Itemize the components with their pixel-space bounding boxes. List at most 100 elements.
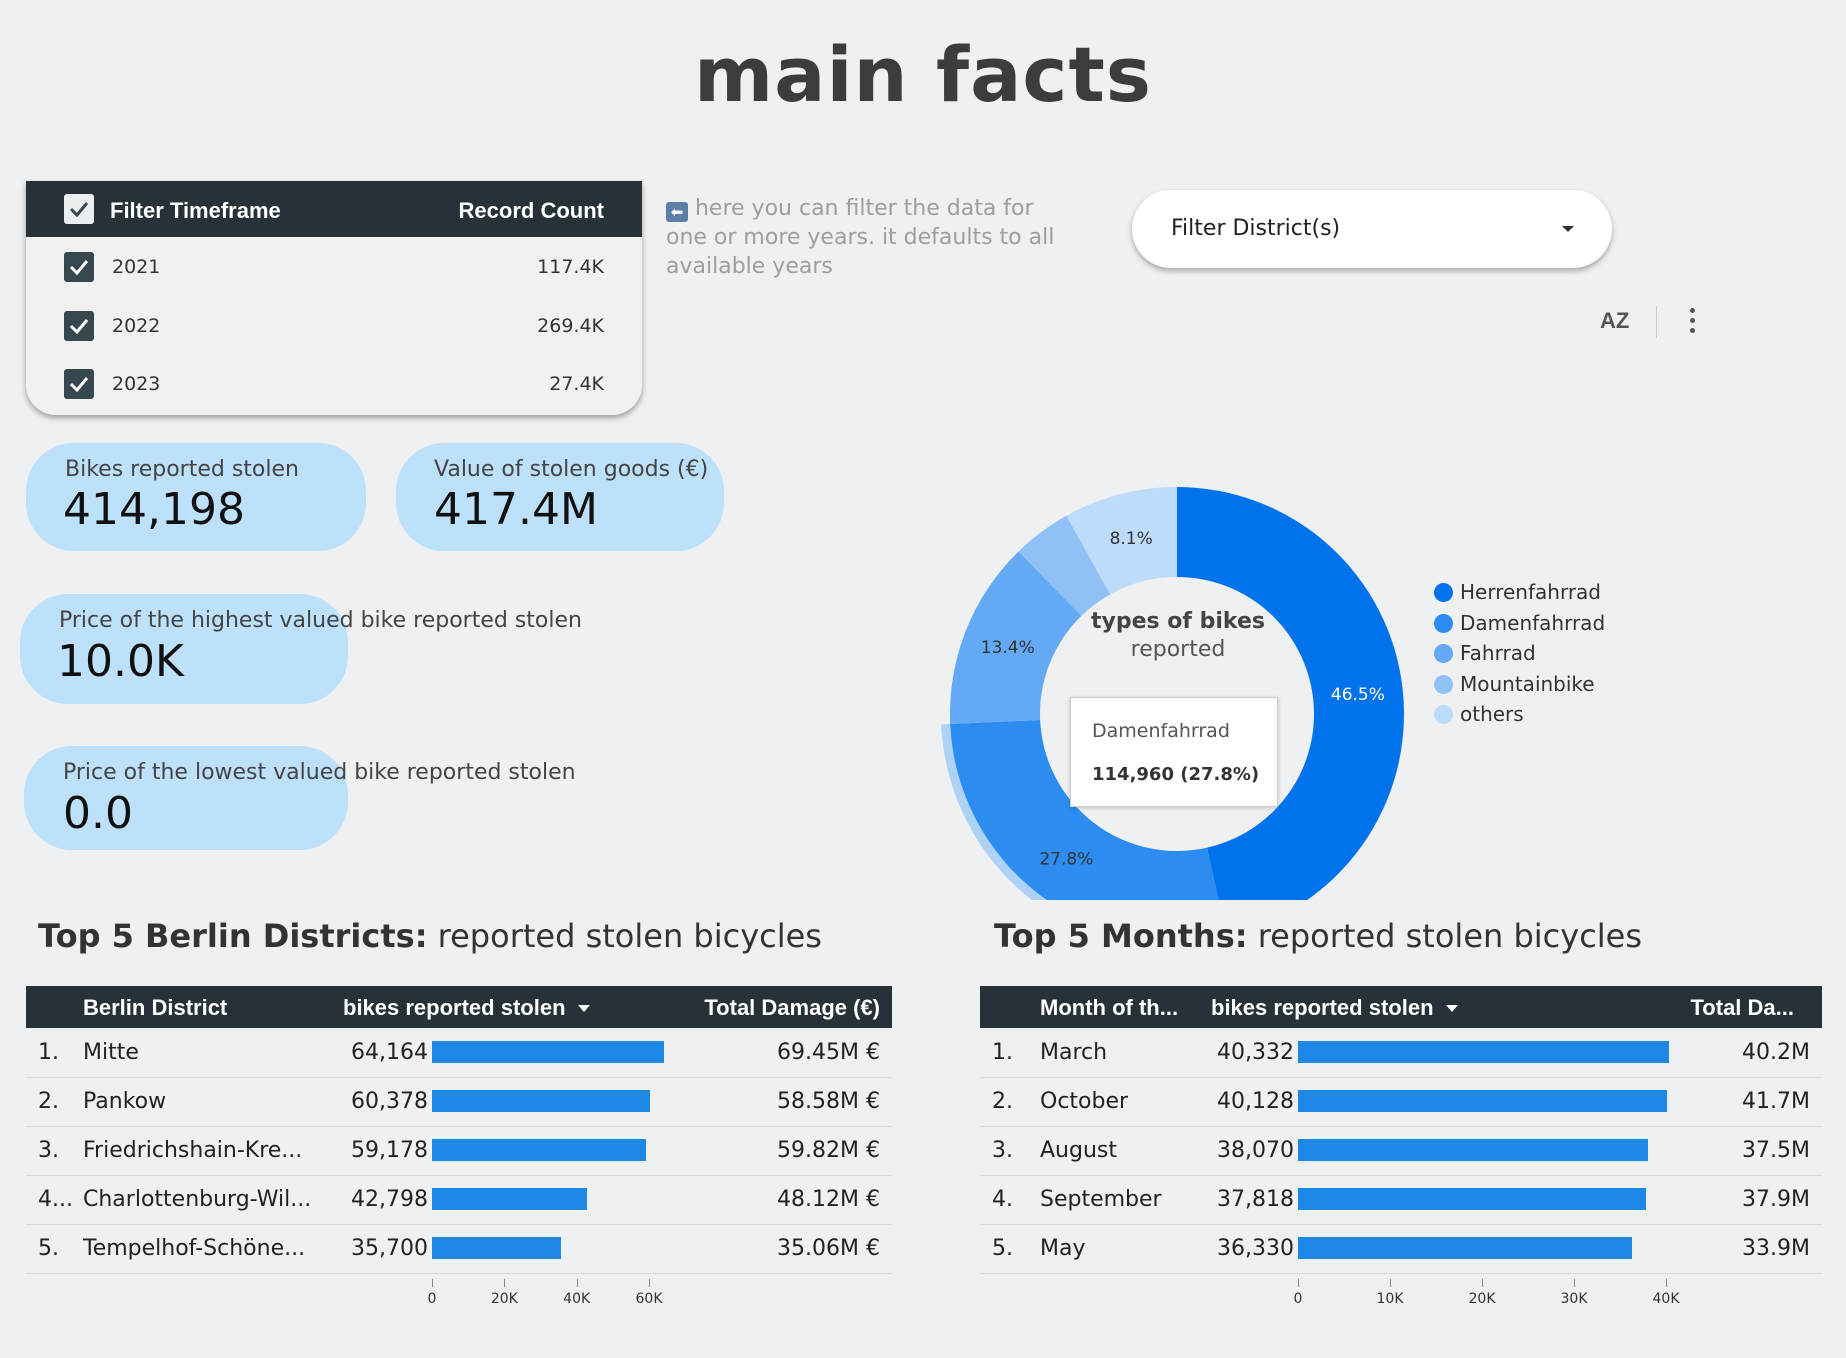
districts-table: Berlin District bikes reported stolen Tota…: [26, 986, 892, 1307]
row-value: 40,128: [1217, 1089, 1294, 1114]
axis-tick: [432, 1279, 433, 1287]
column-header[interactable]: Total Da...: [1690, 995, 1795, 1020]
row-damage: 40.2M: [1742, 1040, 1810, 1065]
timeframe-row[interactable]: 2022 269.4K: [26, 297, 642, 355]
kpi-lowest-price: [24, 746, 348, 850]
table-row[interactable]: 3. Friedrichshain-Kre... 59,178 59.82M €: [26, 1126, 892, 1176]
district-filter-dropdown[interactable]: Filter District(s): [1132, 190, 1612, 268]
donut-slice-label: 46.5%: [1331, 685, 1385, 705]
legend-dot-icon: [1434, 705, 1453, 724]
legend-dot-icon: [1434, 674, 1453, 694]
row-rank: 1.: [38, 1040, 59, 1065]
table-row[interactable]: 1. Mitte 64,164 69.45M €: [26, 1028, 892, 1078]
legend-label: others: [1460, 702, 1524, 726]
axis-tick-label: 20K: [1468, 1291, 1496, 1307]
kpi-stolen-value-value: 417.4M: [434, 484, 598, 535]
row-damage: 59.82M €: [777, 1138, 880, 1163]
table-row[interactable]: 3. August 38,070 37.5M: [980, 1126, 1822, 1176]
axis-tick-label: 0: [427, 1291, 437, 1307]
record-count: 269.4K: [537, 315, 604, 337]
row-damage: 41.7M: [1742, 1089, 1810, 1114]
caret-down-icon: [1562, 226, 1574, 232]
row-rank: 2.: [38, 1089, 59, 1114]
more-vert-icon[interactable]: [1690, 308, 1696, 338]
sort-desc-icon[interactable]: [1445, 1005, 1458, 1012]
row-damage: 58.58M €: [777, 1089, 880, 1114]
donut-slice-damenfahrrad[interactable]: [950, 720, 1226, 900]
donut-tooltip: Damenfahrrad 114,960 (27.8%): [1070, 697, 1278, 807]
column-header[interactable]: Month of th...: [1040, 995, 1179, 1020]
donut-legend: Herrenfahrrad Damenfahrrad Fahrrad Mountain…: [1434, 580, 1605, 733]
select-all-checkbox[interactable]: [64, 194, 94, 224]
donut-slice-mountainbike[interactable]: [1018, 515, 1111, 616]
year-checkbox[interactable]: [64, 311, 94, 341]
sort-desc-icon[interactable]: [577, 1005, 590, 1012]
table-row[interactable]: 1. March 40,332 40.2M: [980, 1028, 1822, 1078]
tooltip-name: Damenfahrrad: [1092, 720, 1230, 742]
bike-types-donut-chart[interactable]: 46.5% 27.8% 13.4% 8.1%: [930, 410, 1410, 900]
axis-tick-label: 40K: [563, 1291, 591, 1307]
column-header[interactable]: Total Damage (€): [704, 995, 880, 1020]
table-row[interactable]: 2. Pankow 60,378 58.58M €: [26, 1077, 892, 1127]
row-rank: 3.: [38, 1138, 59, 1163]
table-row[interactable]: 5. May 36,330 33.9M: [980, 1224, 1822, 1274]
row-value: 36,330: [1217, 1236, 1294, 1261]
row-rank: 4...: [38, 1187, 73, 1212]
left-arrow-icon: ⬅: [666, 202, 688, 222]
filter-hint: ⬅ here you can filter the data for one o…: [666, 194, 1066, 281]
row-name: Pankow: [83, 1089, 167, 1114]
table-row[interactable]: 4... Charlottenburg-Wil... 42,798 48.12M €: [26, 1175, 892, 1225]
donut-slice-herrenfahrrad[interactable]: [1177, 487, 1404, 900]
row-name: Tempelhof-Schöne...: [83, 1236, 306, 1261]
column-header[interactable]: Berlin District: [83, 995, 228, 1020]
legend-item[interactable]: others: [1434, 702, 1605, 733]
months-title-rest: reported stolen bicycles: [1247, 917, 1643, 955]
kpi-highest-price-label: Price of the highest valued bike reporte…: [59, 608, 582, 633]
record-count: 27.4K: [549, 373, 604, 395]
table-row[interactable]: 4. September 37,818 37.9M: [980, 1175, 1822, 1225]
legend-dot-icon: [1434, 583, 1453, 602]
timeframe-row[interactable]: 2023 27.4K: [26, 355, 642, 413]
row-name: September: [1040, 1187, 1162, 1212]
axis-tick-label: 40K: [1652, 1291, 1680, 1307]
donut-slice-label: 13.4%: [981, 638, 1035, 658]
axis-tick: [576, 1279, 578, 1287]
year-checkbox[interactable]: [64, 252, 94, 282]
districts-section-title: Top 5 Berlin Districts: reported stolen …: [38, 917, 822, 955]
row-bar: [1298, 1237, 1633, 1259]
donut-slice-fahrrad[interactable]: [950, 551, 1082, 724]
legend-label: Fahrrad: [1460, 641, 1536, 665]
timeframe-filter[interactable]: Filter Timeframe Record Count 2021 117.4…: [26, 181, 642, 415]
legend-item[interactable]: Mountainbike: [1434, 672, 1605, 703]
row-bar: [1298, 1090, 1668, 1112]
table-row[interactable]: 2. October 40,128 41.7M: [980, 1077, 1822, 1127]
legend-item[interactable]: Fahrrad: [1434, 641, 1605, 672]
tooltip-value: 114,960 (27.8%): [1092, 764, 1260, 785]
kpi-highest-price-value: 10.0K: [57, 636, 184, 687]
kpi-stolen-value: [396, 443, 724, 551]
toolbar-divider: [1656, 306, 1657, 338]
months-title-bold: Top 5 Months:: [994, 917, 1248, 955]
column-header[interactable]: bikes reported stolen: [1211, 995, 1458, 1021]
kpi-bikes-stolen-value: 414,198: [63, 484, 245, 535]
row-value: 40,332: [1217, 1040, 1294, 1065]
row-name: Charlottenburg-Wil...: [83, 1187, 312, 1212]
sort-az-icon[interactable]: AZ: [1600, 308, 1630, 333]
axis-tick: [1666, 1279, 1667, 1287]
donut-slice-others[interactable]: [1066, 487, 1177, 595]
timeframe-row[interactable]: 2021 117.4K: [26, 238, 642, 296]
row-rank: 5.: [38, 1236, 59, 1261]
legend-item[interactable]: Herrenfahrrad: [1434, 580, 1605, 611]
axis-tick: [1574, 1279, 1575, 1287]
row-name: August: [1040, 1138, 1117, 1163]
year-checkbox[interactable]: [64, 369, 94, 399]
row-value: 42,798: [351, 1187, 428, 1212]
row-value: 38,070: [1217, 1138, 1294, 1163]
column-header[interactable]: bikes reported stolen: [343, 995, 590, 1021]
row-damage: 33.9M: [1742, 1236, 1810, 1261]
donut-title-rest: reported: [1130, 637, 1226, 662]
timeframe-header: Filter Timeframe Record Count: [26, 181, 642, 237]
table-row[interactable]: 5. Tempelhof-Schöne... 35,700 35.06M €: [26, 1224, 892, 1274]
legend-item[interactable]: Damenfahrrad: [1434, 611, 1605, 642]
filter-hint-text: here you can filter the data for one or …: [666, 196, 1055, 279]
